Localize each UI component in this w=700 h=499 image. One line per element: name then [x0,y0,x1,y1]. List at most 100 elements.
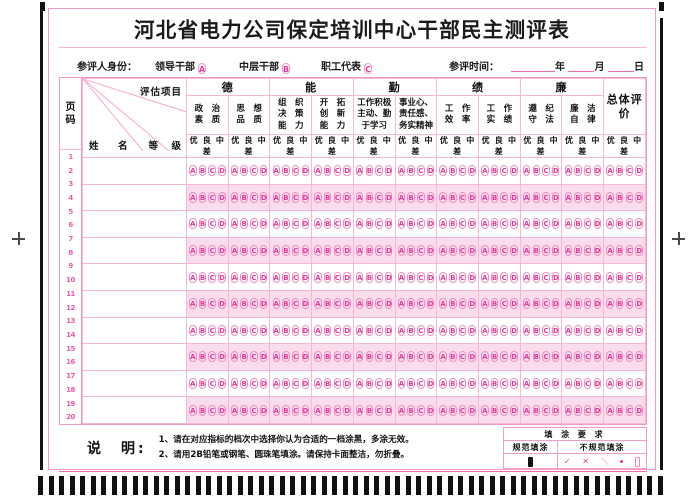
bubble-b[interactable]: B [490,191,499,203]
bubble-a[interactable]: A [314,324,322,336]
bubble-d[interactable]: D [384,378,393,390]
bubble-b[interactable]: B [490,245,499,257]
bubble-a[interactable]: A [230,351,239,363]
bubble-a[interactable]: A [314,165,322,177]
bubble-d[interactable]: D [343,271,351,283]
bubble-d[interactable]: D [468,351,476,363]
bubble-b[interactable]: B [615,324,624,336]
bubble-b[interactable]: B [323,324,332,336]
bubble-a[interactable]: A [314,351,322,363]
bubble-d[interactable]: D [218,245,226,257]
bubble-b[interactable]: B [282,218,290,230]
bubble-a[interactable]: A [314,218,322,230]
bubble-d[interactable]: D [259,404,268,416]
bubble-b[interactable]: B [240,191,248,203]
bubble-d[interactable]: D [426,351,435,363]
bubble-c[interactable]: C [583,404,592,416]
bubble-a[interactable]: A [522,351,531,363]
name-rank-cell[interactable] [82,343,187,371]
bubble-a[interactable]: A [397,351,406,363]
bubble-c[interactable]: C [458,298,467,310]
bubble-a[interactable]: A [272,351,281,363]
bubble-d[interactable]: D [551,378,560,390]
bubble-d[interactable]: D [384,245,393,257]
bubble-c[interactable]: C [500,378,508,390]
bubble-a[interactable]: A [397,378,406,390]
bubble-b[interactable]: B [532,351,540,363]
bubble-a[interactable]: A [355,218,364,230]
bubble-b[interactable]: B [449,191,457,203]
name-rank-cell[interactable] [82,236,187,265]
bubble-c[interactable]: C [458,324,467,336]
bubble-a[interactable]: A [189,298,197,310]
bubble-b[interactable]: B [407,324,415,336]
bubble-a[interactable]: A [481,245,489,257]
bubble-a[interactable]: A [481,191,489,203]
bubble-d[interactable]: D [468,271,476,283]
bubble-c[interactable]: C [458,165,467,177]
bubble-c[interactable]: C [375,191,383,203]
bubble-b[interactable]: B [449,298,457,310]
bubble-b[interactable]: B [574,165,582,177]
bubble-b[interactable]: B [532,218,540,230]
bubble-c[interactable]: C [291,191,300,203]
bubble-c[interactable]: C [500,218,508,230]
bubble-d[interactable]: D [593,271,602,283]
bubble-a[interactable]: A [481,298,489,310]
bubble-a[interactable]: A [230,298,239,310]
bubble-c[interactable]: C [583,351,592,363]
bubble-a[interactable]: A [439,271,447,283]
bubble-a[interactable]: A [439,218,447,230]
bubble-b[interactable]: B [490,378,499,390]
bubble-d[interactable]: D [510,298,518,310]
bubble-d[interactable]: D [384,165,393,177]
bubble-c[interactable]: C [250,378,258,390]
bubble-d[interactable]: D [510,324,518,336]
identity-bubble-a[interactable]: A [198,63,206,74]
bubble-a[interactable]: A [230,324,239,336]
bubble-a[interactable]: A [564,218,573,230]
bubble-b[interactable]: B [574,218,582,230]
bubble-b[interactable]: B [323,218,332,230]
bubble-a[interactable]: A [481,271,489,283]
bubble-a[interactable]: A [522,378,531,390]
bubble-b[interactable]: B [449,271,457,283]
bubble-b[interactable]: B [490,165,499,177]
bubble-d[interactable]: D [426,324,435,336]
bubble-b[interactable]: B [365,245,374,257]
bubble-c[interactable]: C [458,191,467,203]
bubble-d[interactable]: D [301,404,310,416]
bubble-a[interactable]: A [564,191,573,203]
bubble-d[interactable]: D [468,298,476,310]
bubble-d[interactable]: D [384,218,393,230]
bubble-c[interactable]: C [250,191,258,203]
bubble-d[interactable]: D [635,298,643,310]
bubble-d[interactable]: D [593,218,602,230]
bubble-d[interactable]: D [301,191,310,203]
bubble-b[interactable]: B [282,245,290,257]
bubble-c[interactable]: C [583,191,592,203]
bubble-c[interactable]: C [333,271,342,283]
bubble-a[interactable]: A [439,191,447,203]
bubble-d[interactable]: D [426,378,435,390]
bubble-a[interactable]: A [481,378,489,390]
bubble-b[interactable]: B [323,191,332,203]
bubble-a[interactable]: A [439,324,447,336]
bubble-c[interactable]: C [250,218,258,230]
bubble-b[interactable]: B [365,404,374,416]
bubble-a[interactable]: A [189,404,197,416]
bubble-c[interactable]: C [500,191,508,203]
bubble-a[interactable]: A [355,271,364,283]
bubble-a[interactable]: A [481,351,489,363]
bubble-c[interactable]: C [291,218,300,230]
bubble-b[interactable]: B [615,351,624,363]
bubble-a[interactable]: A [230,191,239,203]
bubble-a[interactable]: A [481,404,489,416]
bubble-c[interactable]: C [333,324,342,336]
bubble-c[interactable]: C [417,165,425,177]
bubble-a[interactable]: A [522,191,531,203]
bubble-a[interactable]: A [230,271,239,283]
bubble-d[interactable]: D [301,218,310,230]
bubble-b[interactable]: B [407,165,415,177]
bubble-d[interactable]: D [635,404,643,416]
